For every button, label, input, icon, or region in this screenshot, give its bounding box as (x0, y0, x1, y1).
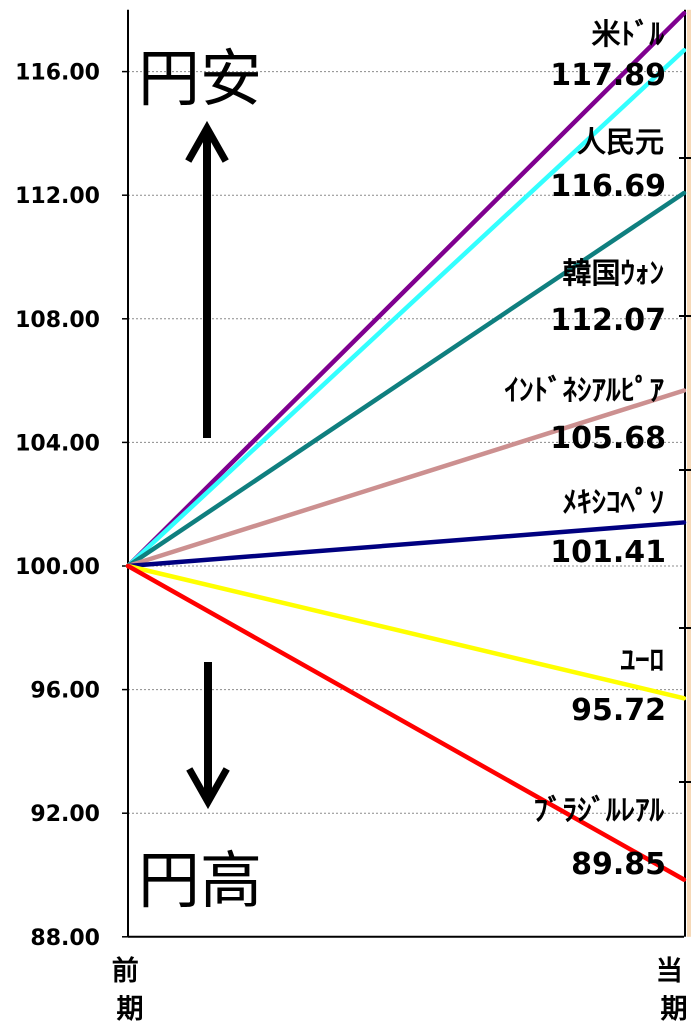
y-axis: 88.00 92.00 96.00 100.00 104.00 108.00 112.00 1… (15, 9, 684, 951)
grid-lines (128, 71, 684, 814)
series-name-label: ﾒｷｼｺﾍﾟｿ (562, 485, 664, 519)
y-tick-label: 96.00 (30, 679, 100, 704)
data-label: 89.85 (571, 847, 666, 882)
series-name-label: 米ﾄﾞﾙ (591, 17, 664, 51)
series-line-3 (125, 388, 687, 569)
right-edge-strip (687, 9, 691, 937)
data-label: 95.72 (571, 693, 666, 728)
right-edge-decoration (679, 9, 691, 937)
series-line-0 (125, 10, 687, 569)
series-labels: 米ﾄﾞﾙ 117.89 人民元 116.69 韓国ｳｫﾝ 112.07 ｲﾝﾄﾞﾈｼｱﾙﾋﾟ… (504, 17, 666, 882)
series-line-4 (125, 520, 687, 569)
series-name-label: 人民元 (577, 125, 664, 159)
down-arrow-icon (186, 662, 230, 810)
y-tick-label: 108.00 (15, 308, 100, 333)
data-label: 116.69 (550, 169, 666, 204)
series-line-5 (125, 563, 687, 701)
series-line-1 (125, 48, 687, 569)
series-name-label: ﾌﾞﾗｼﾞﾙﾚｱﾙ (533, 793, 664, 827)
y-tick-label: 104.00 (15, 431, 100, 456)
y-tick-label: 100.00 (15, 555, 100, 580)
strong-yen-label: 円高 (138, 844, 262, 917)
y-tick-label: 112.00 (15, 184, 100, 209)
data-label: 105.68 (550, 421, 666, 456)
data-label: 117.89 (550, 58, 666, 93)
category-label-current: 当 期 (656, 956, 691, 1024)
y-tick-label: 92.00 (30, 802, 100, 827)
data-label: 112.07 (550, 303, 666, 338)
category-label-previous: 前 期 (112, 955, 148, 1024)
up-arrow-icon (185, 120, 229, 438)
series-line-6 (125, 563, 687, 882)
data-label: 101.41 (550, 535, 666, 570)
weak-yen-label: 円安 (138, 42, 262, 115)
series-name-label: ｲﾝﾄﾞﾈｼｱﾙﾋﾟｱ (504, 373, 664, 407)
y-tick-label: 116.00 (15, 61, 100, 86)
series-line-2 (125, 190, 687, 569)
series-name-label: ﾕｰﾛ (620, 643, 664, 677)
y-tick-label: 88.00 (30, 926, 100, 951)
series-name-label: 韓国ｳｫﾝ (562, 256, 664, 290)
series-lines (125, 10, 687, 882)
